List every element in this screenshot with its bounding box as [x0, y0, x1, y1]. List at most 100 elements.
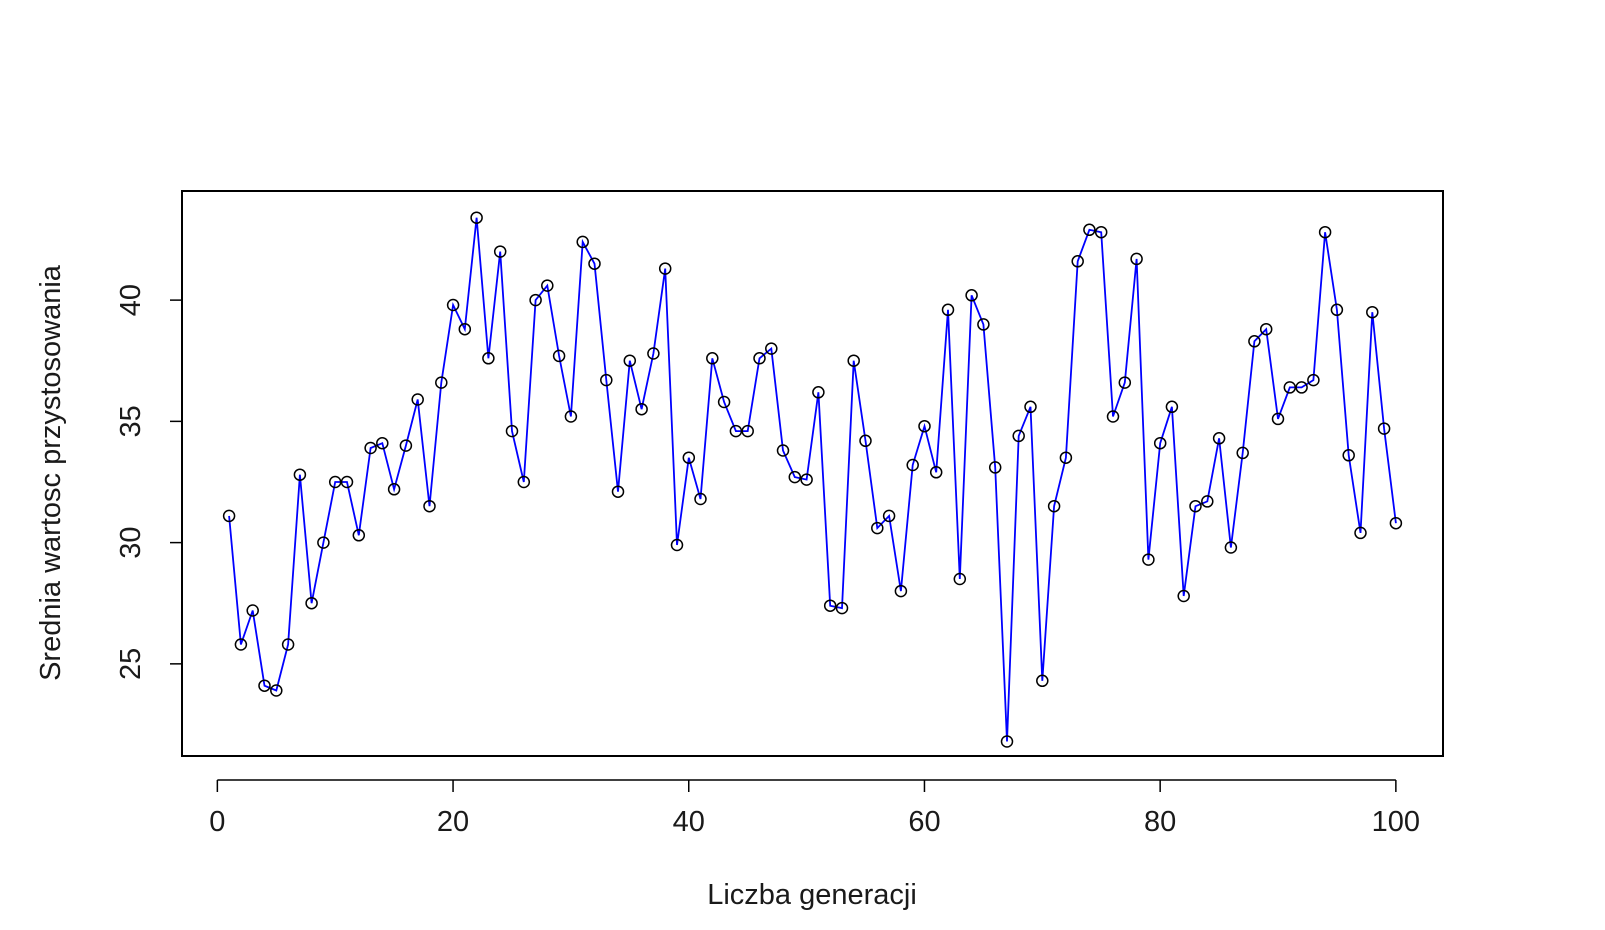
data-point — [1071, 255, 1084, 268]
data-point — [871, 521, 884, 535]
data-point — [977, 318, 990, 331]
y-tick-label: 35 — [115, 405, 147, 437]
data-point — [387, 483, 401, 496]
data-point — [1165, 400, 1179, 414]
data-point — [1248, 335, 1261, 348]
data-point — [1236, 446, 1249, 460]
data-point — [293, 468, 307, 481]
data-point — [1189, 499, 1202, 513]
data-point — [929, 466, 943, 479]
data-point — [576, 235, 589, 249]
data-point — [1271, 412, 1285, 426]
data-point — [729, 424, 743, 438]
data-point — [1012, 429, 1025, 443]
data-point — [1083, 223, 1096, 237]
y-tick-label: 40 — [115, 284, 147, 316]
data-point — [1094, 225, 1108, 239]
data-point — [588, 257, 601, 270]
data-point — [800, 473, 813, 486]
data-point — [340, 475, 354, 489]
data-point — [965, 289, 978, 302]
data-point — [234, 638, 248, 651]
data-points — [222, 211, 1403, 748]
x-tick-label: 80 — [1144, 806, 1176, 838]
data-point — [1389, 516, 1403, 530]
data-point — [281, 638, 295, 651]
data-point — [376, 436, 389, 450]
data-point — [482, 352, 495, 365]
data-point — [1307, 373, 1320, 387]
data-point — [694, 492, 707, 506]
data-point — [812, 386, 825, 399]
data-point — [505, 424, 519, 438]
data-point — [741, 424, 754, 438]
data-point — [765, 342, 778, 355]
data-point — [611, 485, 625, 498]
data-point — [470, 211, 483, 224]
data-point — [1377, 422, 1391, 435]
x-tick-label: 40 — [673, 806, 705, 838]
data-point — [270, 684, 283, 697]
data-point — [1201, 495, 1214, 508]
data-point — [564, 410, 578, 423]
data-point — [1295, 381, 1308, 394]
x-axis-title: Liczba generacji — [707, 879, 917, 911]
data-point — [258, 679, 271, 692]
data-point — [246, 604, 259, 617]
data-point — [317, 536, 330, 549]
data-point — [753, 352, 766, 365]
data-point — [1366, 305, 1379, 319]
x-tick-label: 20 — [437, 806, 469, 838]
data-point — [859, 434, 872, 448]
data-point — [658, 262, 672, 275]
data-point — [1036, 674, 1049, 688]
x-tick-label: 0 — [209, 806, 225, 838]
data-point — [647, 347, 660, 360]
data-point — [435, 376, 448, 389]
plot-box — [181, 190, 1444, 757]
series-line — [228, 217, 1397, 742]
y-axis-title: Srednia wartosc przystosowania — [35, 264, 67, 681]
y-axis: 25 30 35 40 — [115, 284, 183, 680]
data-point — [882, 509, 896, 523]
data-point — [1177, 589, 1190, 603]
data-point — [1106, 410, 1120, 423]
data-point — [541, 279, 554, 292]
data-point — [988, 461, 1002, 474]
data-point — [328, 475, 342, 489]
data-point — [1342, 449, 1355, 462]
data-point — [1354, 526, 1367, 540]
data-point — [1059, 451, 1073, 464]
data-point — [552, 349, 566, 363]
data-point — [222, 509, 236, 523]
data-point — [305, 596, 318, 610]
data-point — [517, 475, 531, 489]
data-point — [788, 470, 802, 484]
data-point — [1024, 400, 1037, 414]
data-point — [529, 293, 542, 307]
data-point — [1259, 322, 1273, 336]
data-point — [493, 245, 507, 258]
data-point — [1318, 225, 1332, 239]
data-point — [953, 572, 967, 586]
data-point — [1130, 252, 1143, 266]
data-point — [717, 395, 731, 409]
x-tick-label: 100 — [1372, 806, 1420, 838]
data-point — [635, 402, 648, 416]
data-point — [1283, 381, 1297, 394]
data-point — [1118, 376, 1132, 389]
data-point — [894, 584, 908, 598]
data-point — [906, 458, 919, 472]
data-point — [446, 298, 460, 312]
data-point — [1330, 303, 1344, 317]
data-point — [823, 599, 837, 612]
data-point — [1142, 553, 1155, 566]
data-point — [1153, 436, 1167, 450]
y-tick-label: 30 — [115, 526, 147, 558]
data-point — [411, 393, 424, 406]
data-point — [1224, 541, 1238, 554]
x-tick-label: 60 — [908, 806, 940, 838]
data-point — [835, 601, 849, 615]
y-tick-label: 25 — [115, 648, 147, 680]
data-point — [670, 538, 684, 552]
